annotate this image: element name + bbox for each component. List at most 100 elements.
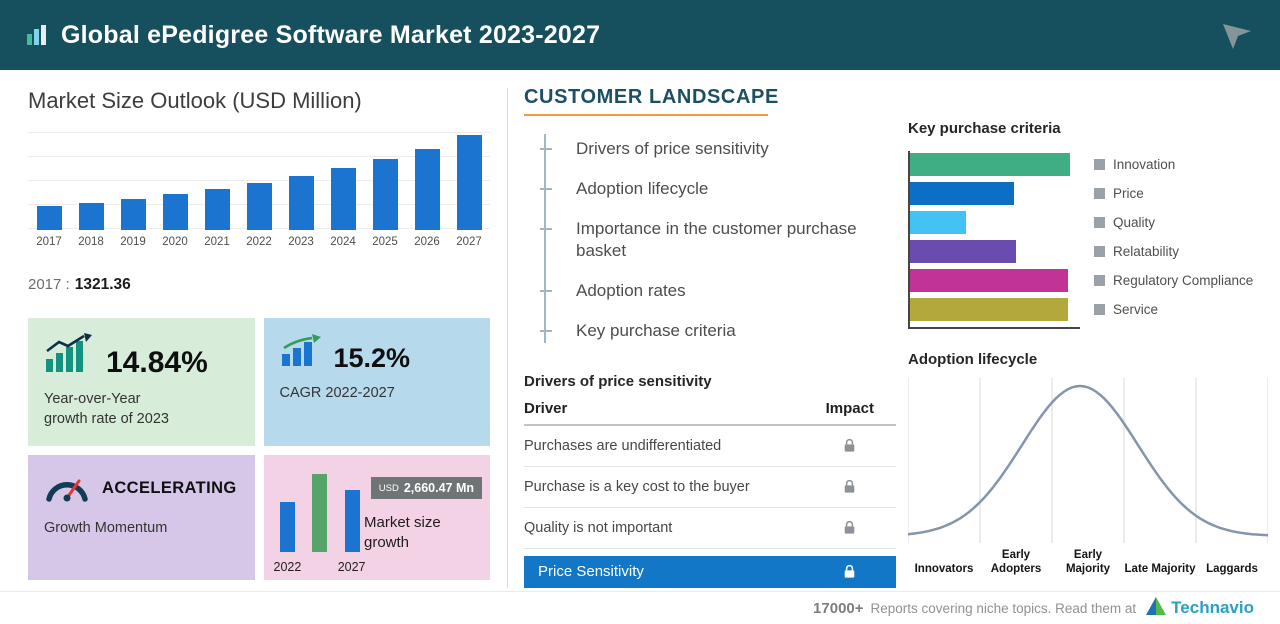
legend-marker (1094, 159, 1105, 170)
market-size-growth-card: 2022 2027 USD 2,660.47 Mn Market size gr… (263, 455, 490, 580)
purchase-criteria-bar (910, 298, 1068, 321)
right-charts-section: Key purchase criteria Innovation Price Qua… (908, 120, 1276, 577)
cagr-trend-icon (280, 333, 322, 372)
market-size-bar (78, 203, 104, 230)
market-size-growth-mini-chart (279, 472, 360, 552)
page-title: Global ePedigree Software Market 2023-20… (61, 20, 601, 49)
badge-value: 2,660.47 Mn (403, 481, 474, 495)
mini-year-2022: 2022 (273, 560, 302, 574)
speedometer-icon (44, 470, 90, 507)
market-size-bar-column (280, 176, 322, 230)
purchase-criteria-bar (910, 240, 1016, 263)
x-axis-year-label: 2026 (414, 236, 440, 248)
highlight-row-label: Price Sensitivity (538, 563, 644, 581)
momentum-caption: Growth Momentum (44, 520, 168, 536)
yoy-caption-line1: Year-over-Year (44, 391, 141, 407)
drivers-table-header: Driver Impact (524, 390, 896, 426)
growth-bar-2022 (279, 502, 295, 552)
report-count: 17000+ (813, 599, 864, 617)
legend-item: Regulatory Compliance (1094, 269, 1253, 292)
market-size-bar-column (448, 135, 490, 230)
yoy-growth-value: 14.84% (106, 346, 208, 379)
base-year-value: 2017 :1321.36 (28, 276, 490, 294)
stat-cards: 14.84% Year-over-Year growth rate of 202… (28, 318, 490, 580)
market-size-section: Market Size Outlook (USD Million) 2017 20… (28, 88, 490, 580)
legend-item: Relatability (1094, 240, 1253, 263)
x-axis-year-label: 2018 (78, 236, 104, 248)
key-purchase-criteria-title: Key purchase criteria (908, 120, 1061, 137)
legend-marker (1094, 217, 1105, 228)
legend-marker (1094, 188, 1105, 199)
market-size-bar (414, 149, 440, 230)
mini-year-2027: 2027 (337, 560, 366, 574)
driver-label: Purchase is a key cost to the buyer (524, 478, 750, 495)
legend-label: Innovation (1113, 157, 1176, 172)
customer-landscape-item: Adoption rates (540, 280, 896, 302)
customer-landscape-item: Importance in the customer purchase bask… (540, 218, 896, 262)
purchase-criteria-bar (910, 153, 1070, 176)
market-size-bar-column (406, 149, 448, 230)
customer-landscape-item: Drivers of price sensitivity (540, 138, 896, 160)
yoy-growth-caption: Year-over-Year growth rate of 2023 (44, 390, 239, 429)
market-size-x-axis: 2017 2018 2019 2020 2021 2022 2023 2024 2025 2026… (28, 236, 490, 248)
legend-item: Innovation (1094, 153, 1253, 176)
purchase-criteria-bar (910, 211, 966, 234)
mini-chart-years: 2022 2027 (274, 560, 366, 574)
driver-column-header: Driver (524, 399, 568, 417)
footer: 17000+ Reports covering niche topics. Re… (0, 591, 1280, 624)
drivers-table-rows: Purchases are undifferentiated Purchase i… (524, 426, 896, 549)
footer-text: Reports covering niche topics. Read them… (870, 600, 1137, 616)
legend-label: Quality (1113, 215, 1156, 230)
adoption-lifecycle-title: Adoption lifecycle (908, 351, 1038, 368)
technavio-brand-link[interactable]: Technavio (1146, 596, 1254, 620)
market-size-bar (36, 206, 62, 230)
yoy-growth-icon (44, 333, 94, 378)
criteria-bars (908, 151, 1080, 329)
market-size-bar (246, 183, 272, 230)
price-sensitivity-highlight-row: Price Sensitivity (524, 555, 896, 588)
market-size-bar-column (196, 189, 238, 230)
x-axis-year-label: 2017 (36, 236, 62, 248)
purchase-criteria-bar (910, 182, 1014, 205)
adopter-segment-label: Innovators (914, 562, 974, 575)
market-size-bar (330, 168, 356, 230)
adopter-segment-label: Early Majority (1065, 549, 1111, 575)
technavio-logo-icon (1146, 596, 1167, 620)
x-axis-year-label: 2027 (456, 236, 482, 248)
criteria-legend: Innovation Price Quality Relatability Regula… (1094, 151, 1253, 329)
lock-icon (844, 520, 855, 534)
customer-landscape-list: Drivers of price sensitivity Adoption lif… (540, 134, 896, 343)
driver-row: Purchase is a key cost to the buyer (524, 467, 896, 508)
market-size-bar-column (112, 199, 154, 230)
customer-landscape-section: CUSTOMER LANDSCAPE Drivers of price sens… (524, 86, 896, 588)
market-size-bar (288, 176, 314, 230)
driver-row: Purchases are undifferentiated (524, 426, 896, 467)
x-axis-year-label: 2019 (120, 236, 146, 248)
x-axis-year-label: 2024 (330, 236, 356, 248)
legend-marker (1094, 304, 1105, 315)
market-size-bar-column (70, 203, 112, 230)
legend-item: Quality (1094, 211, 1253, 234)
purchase-criteria-bar (910, 269, 1068, 292)
growth-momentum-card: ACCELERATING Growth Momentum (28, 455, 255, 580)
legend-label: Price (1113, 186, 1144, 201)
growth-bar-mid (312, 474, 327, 552)
legend-label: Service (1113, 302, 1159, 317)
x-axis-year-label: 2025 (372, 236, 398, 248)
accent-underline (524, 114, 768, 116)
arrow-icon (1220, 18, 1254, 52)
legend-label: Regulatory Compliance (1113, 273, 1254, 288)
base-year-label: 2017 : (28, 276, 70, 293)
legend-marker (1094, 275, 1105, 286)
yoy-caption-line2: growth rate of 2023 (44, 410, 169, 427)
legend-label: Relatability (1113, 244, 1180, 259)
impact-column-header: Impact (825, 399, 874, 417)
usd-growth-badge: USD 2,660.47 Mn (370, 477, 482, 499)
customer-landscape-item: Key purchase criteria (540, 320, 896, 342)
market-size-bar (456, 135, 482, 230)
adopter-segment-label: Laggards (1206, 562, 1258, 575)
market-size-bar-column (364, 159, 406, 230)
market-size-bar (204, 189, 230, 230)
market-size-bar-chart (28, 132, 490, 230)
lock-icon-white (843, 564, 856, 579)
